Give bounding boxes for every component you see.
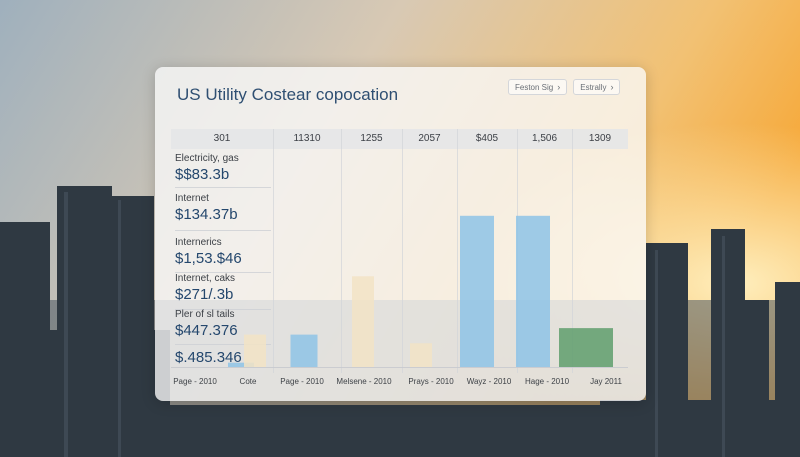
column-divider xyxy=(457,129,458,373)
chevron-right-icon: › xyxy=(610,82,614,92)
column-divider xyxy=(341,129,342,373)
x-tick-label: Cote xyxy=(239,377,257,386)
x-tick-label: Page - 2010 xyxy=(280,377,324,386)
chart-title: US Utility Costear copocation xyxy=(177,85,399,104)
row-separator xyxy=(175,344,271,345)
row-separator xyxy=(175,272,271,273)
bar-plot xyxy=(228,215,613,367)
x-tick-label: Melsene - 2010 xyxy=(336,377,392,386)
header-value-7: 1309 xyxy=(588,133,612,144)
column-divider xyxy=(273,129,274,373)
row-value: $134.37b xyxy=(175,206,238,223)
bar-7 xyxy=(516,215,550,367)
bar-6 xyxy=(460,215,494,367)
filter-button-2[interactable]: Estrally › xyxy=(573,79,621,95)
filter-button-2-label: Estrally xyxy=(580,82,607,92)
row-label: Internet, caks xyxy=(175,273,236,284)
bar-2 xyxy=(244,334,266,367)
row-value: $.485.346 xyxy=(175,349,242,366)
bar-5 xyxy=(410,343,432,367)
bar-1 xyxy=(228,362,254,367)
row-value: $1,53.$46 xyxy=(175,250,242,267)
row-value: $447.376 xyxy=(175,322,238,339)
bar-8 xyxy=(559,328,613,367)
chart-card: US Utility Costear copocation Feston Sig… xyxy=(155,67,646,401)
bar-4 xyxy=(352,276,374,367)
row-separator xyxy=(175,230,271,231)
row-4: Internet, caks $271/.3b xyxy=(175,273,275,303)
header-value-5: $405 xyxy=(475,133,499,144)
chart-toolbar: Feston Sig › Estrally › xyxy=(508,79,621,95)
x-tick-label: Jay 2011 xyxy=(590,377,622,386)
x-tick-label: Prays - 2010 xyxy=(408,377,454,386)
row-label: Pler of sl tails xyxy=(175,309,235,320)
header-value-2: 11310 xyxy=(293,133,321,144)
row-label: Electricity, gas xyxy=(175,153,239,164)
filter-button-1-label: Feston Sig xyxy=(515,82,554,92)
x-tick-label: Page - 2010 xyxy=(173,377,217,386)
header-value-6: 1,506 xyxy=(531,133,558,144)
row-3: Internerics $1,53.$46 xyxy=(175,237,275,267)
row-1: Electricity, gas $$83.3b xyxy=(175,153,275,183)
bar-3 xyxy=(290,334,318,367)
row-separator xyxy=(175,309,271,310)
chevron-right-icon: › xyxy=(557,82,561,92)
x-tick-label: Hage - 2010 xyxy=(524,377,570,386)
row-separator xyxy=(175,187,271,188)
filter-button-1[interactable]: Feston Sig › xyxy=(508,79,568,95)
header-value-4: 2057 xyxy=(418,133,441,144)
row-label: Internet xyxy=(175,193,209,204)
row-value: $271/.3b xyxy=(175,286,234,303)
row-5: Pler of sl tails $447.376 xyxy=(175,309,275,339)
header-value-1: 301 xyxy=(213,133,231,144)
header-value-3: 1255 xyxy=(360,133,383,144)
row-2: Internet $134.37b xyxy=(175,193,275,223)
header-row: 301 11310 1255 2057 $405 1,506 1309 xyxy=(171,129,628,149)
x-tick-label: Wayz - 2010 xyxy=(466,377,512,386)
row-label: Internerics xyxy=(175,237,222,248)
column-divider xyxy=(402,129,403,373)
x-axis-baseline xyxy=(171,367,628,368)
column-divider xyxy=(572,129,573,373)
row-value: $$83.3b xyxy=(175,166,230,183)
row-6: $.485.346 xyxy=(175,347,275,366)
